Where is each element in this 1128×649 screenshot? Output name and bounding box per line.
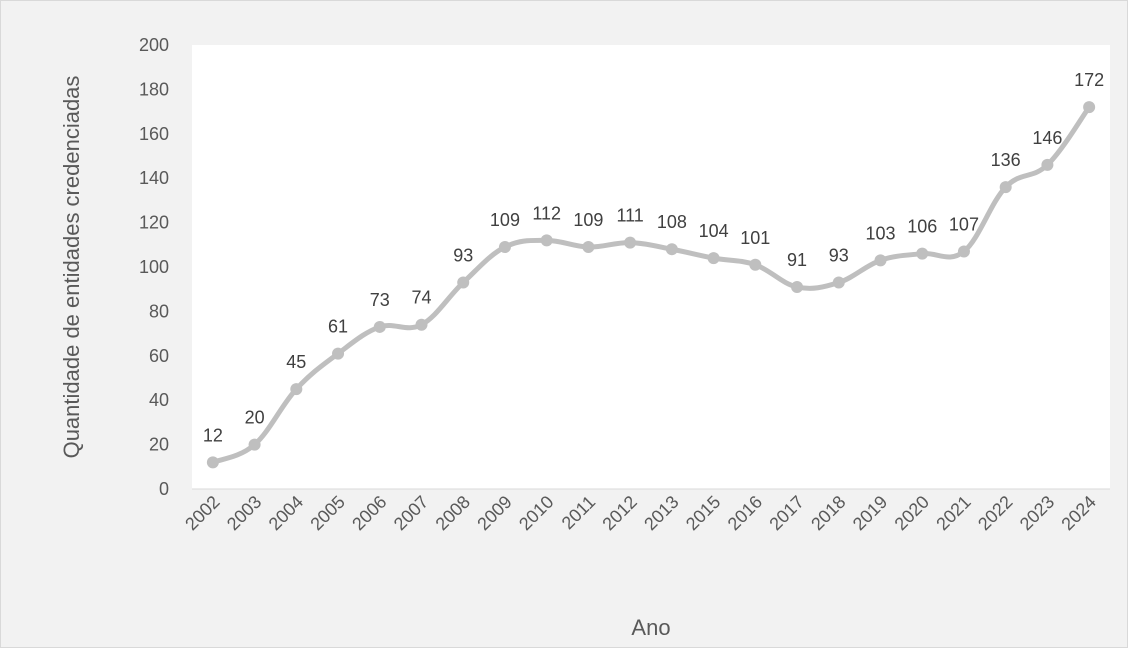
data-point	[206, 456, 219, 469]
data-label: 61	[328, 317, 348, 337]
data-label: 112	[532, 203, 561, 223]
data-point	[707, 252, 720, 265]
x-tick-label: 2009	[473, 492, 515, 534]
data-point	[415, 318, 428, 331]
y-tick-label: 140	[139, 168, 169, 188]
data-point	[749, 258, 762, 271]
x-tick-label: 2016	[724, 492, 766, 534]
data-label: 108	[657, 212, 687, 232]
x-tick-label: 2024	[1058, 492, 1100, 534]
data-label: 45	[286, 352, 306, 372]
data-label: 104	[699, 221, 729, 241]
x-tick-label: 2022	[974, 492, 1016, 534]
data-point	[791, 280, 804, 293]
x-tick-label: 2021	[932, 492, 974, 534]
data-label: 12	[203, 425, 223, 445]
y-tick-label: 100	[139, 257, 169, 277]
y-tick-label: 40	[149, 390, 169, 410]
x-tick-label: 2005	[306, 492, 348, 534]
x-tick-label: 2013	[640, 492, 682, 534]
data-labels: 12 20 45 61 73 74 93 109 112 109 111 108 104 101 91 93 1…	[203, 70, 1104, 445]
x-tick-label: 2010	[515, 492, 557, 534]
data-label: 91	[787, 250, 807, 270]
data-point	[248, 438, 261, 451]
x-axis-ticks: 2002 2003 2004 2005 2006 2007 2008 2009 2010 2011…	[181, 492, 1100, 534]
data-label: 109	[490, 210, 520, 230]
y-tick-label: 20	[149, 435, 169, 455]
data-point	[1041, 158, 1054, 171]
x-tick-label: 2008	[432, 492, 474, 534]
data-label: 73	[370, 290, 390, 310]
y-tick-label: 180	[139, 79, 169, 99]
data-label: 101	[740, 228, 770, 248]
x-axis-title: Ano	[631, 615, 670, 640]
x-tick-label: 2011	[558, 492, 600, 534]
data-label: 93	[829, 246, 849, 266]
data-point	[832, 276, 845, 289]
data-label: 107	[949, 214, 979, 234]
data-label: 20	[245, 408, 265, 428]
data-label: 103	[865, 223, 895, 243]
x-tick-label: 2020	[891, 492, 933, 534]
plot-area	[192, 45, 1110, 489]
x-tick-label: 2012	[599, 492, 641, 534]
x-tick-label: 2019	[849, 492, 891, 534]
data-label: 146	[1032, 128, 1062, 148]
y-axis-ticks: 0 20 40 60 80 100 120 140 160 180 200	[139, 35, 169, 499]
data-point	[957, 245, 970, 258]
y-axis-title: Quantidade de entidades credenciadas	[59, 76, 84, 459]
data-label: 111	[616, 206, 643, 226]
y-tick-label: 120	[139, 213, 169, 233]
data-point	[373, 320, 386, 333]
x-tick-label: 2023	[1016, 492, 1058, 534]
x-tick-label: 2017	[765, 492, 807, 534]
data-point	[332, 347, 345, 360]
x-tick-label: 2007	[390, 492, 432, 534]
data-point	[916, 247, 929, 260]
x-tick-label: 2018	[807, 492, 849, 534]
data-label: 106	[907, 217, 937, 237]
x-tick-label: 2003	[223, 492, 265, 534]
y-tick-label: 60	[149, 346, 169, 366]
data-points	[206, 101, 1096, 469]
data-label: 74	[411, 288, 431, 308]
data-point	[290, 383, 303, 396]
data-point	[498, 241, 511, 254]
y-tick-label: 200	[139, 35, 169, 55]
data-label: 93	[453, 246, 473, 266]
y-tick-label: 0	[159, 479, 169, 499]
y-tick-label: 160	[139, 124, 169, 144]
data-point	[582, 241, 595, 254]
data-point	[665, 243, 678, 256]
data-point	[1083, 101, 1096, 114]
data-label: 136	[991, 150, 1021, 170]
data-point	[999, 181, 1012, 194]
x-tick-label: 2004	[265, 492, 307, 534]
data-point	[624, 236, 637, 249]
x-tick-label: 2006	[348, 492, 390, 534]
data-point	[540, 234, 553, 247]
y-tick-label: 80	[149, 301, 169, 321]
data-point	[874, 254, 887, 267]
x-tick-label: 2002	[181, 492, 223, 534]
series-line	[210, 104, 1092, 465]
data-label: 172	[1074, 70, 1104, 90]
data-point	[457, 276, 470, 289]
x-tick-label: 2015	[682, 492, 724, 534]
data-label: 109	[573, 210, 603, 230]
